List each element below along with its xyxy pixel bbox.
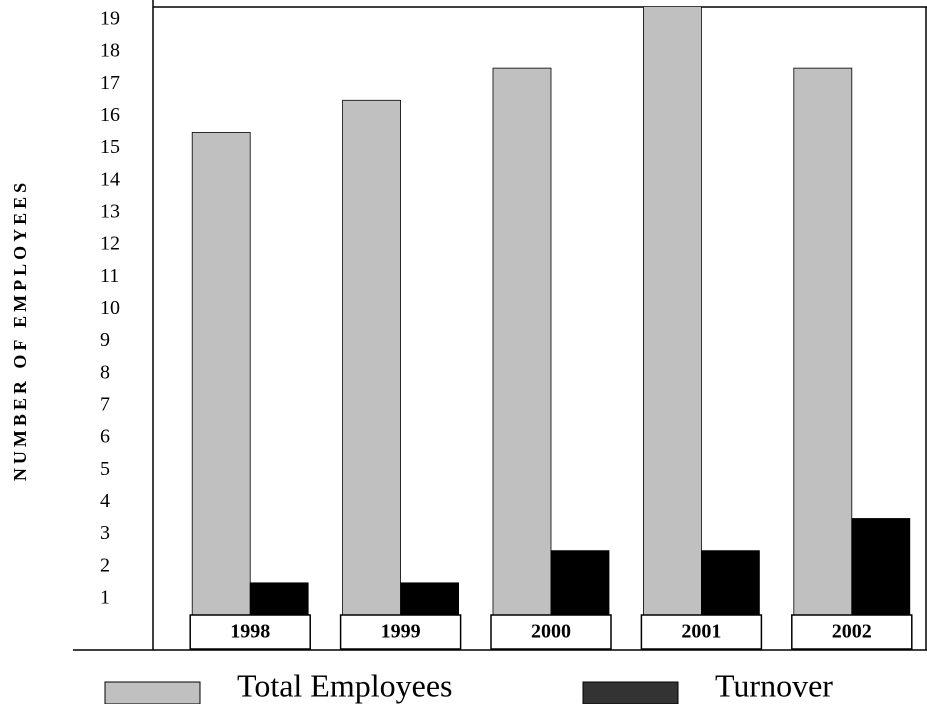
category-box xyxy=(339,614,462,650)
x-tick-label: 2002 xyxy=(832,621,872,643)
plot-area xyxy=(191,7,911,616)
x-tick-label: 2000 xyxy=(531,621,571,643)
legend-label: Turnover xyxy=(715,667,833,703)
y-tick-label: 1 xyxy=(100,587,110,609)
y-tick-label: 5 xyxy=(100,458,110,480)
category-box xyxy=(640,614,763,650)
y-tick-label: 11 xyxy=(100,265,119,287)
y-tick-label: 4 xyxy=(100,490,110,512)
bar xyxy=(701,550,760,616)
y-tick-label: 15 xyxy=(100,136,120,158)
category-box xyxy=(791,614,913,650)
bar xyxy=(342,99,402,616)
legend-swatch xyxy=(104,681,201,704)
y-tick-label: 7 xyxy=(100,393,110,415)
bar xyxy=(492,67,552,616)
category-box xyxy=(490,614,612,650)
y-tick-label: 9 xyxy=(100,329,110,351)
y-tick-label: 2 xyxy=(100,554,110,576)
x-tick-label: 1999 xyxy=(381,621,421,643)
category-box xyxy=(189,614,311,650)
bar xyxy=(793,67,853,616)
y-tick-label: 13 xyxy=(100,200,120,222)
x-tick-label: 2001 xyxy=(681,621,721,643)
legend-swatch xyxy=(582,681,679,704)
y-tick-label: 17 xyxy=(100,72,120,94)
x-tick-label: 1998 xyxy=(230,621,270,643)
y-tick-label: 19 xyxy=(100,7,120,29)
y-tick-label: 3 xyxy=(100,522,110,544)
y-tick-label: 6 xyxy=(100,426,110,448)
y-axis-title: NUMBER OF EMPLOYEES xyxy=(10,179,30,481)
legend-label: Total Employees xyxy=(237,667,452,703)
y-tick-label: 14 xyxy=(100,168,120,190)
y-tick-label: 18 xyxy=(100,40,120,62)
bar xyxy=(643,7,702,616)
bar xyxy=(550,550,610,616)
bar xyxy=(851,518,911,616)
bar xyxy=(249,582,309,616)
y-tick-label: 12 xyxy=(100,233,120,255)
y-tick-label: 10 xyxy=(100,297,120,319)
y-tick-label: 8 xyxy=(100,361,110,383)
bar xyxy=(191,132,251,616)
bar xyxy=(400,582,460,616)
y-tick-label: 16 xyxy=(100,104,120,126)
